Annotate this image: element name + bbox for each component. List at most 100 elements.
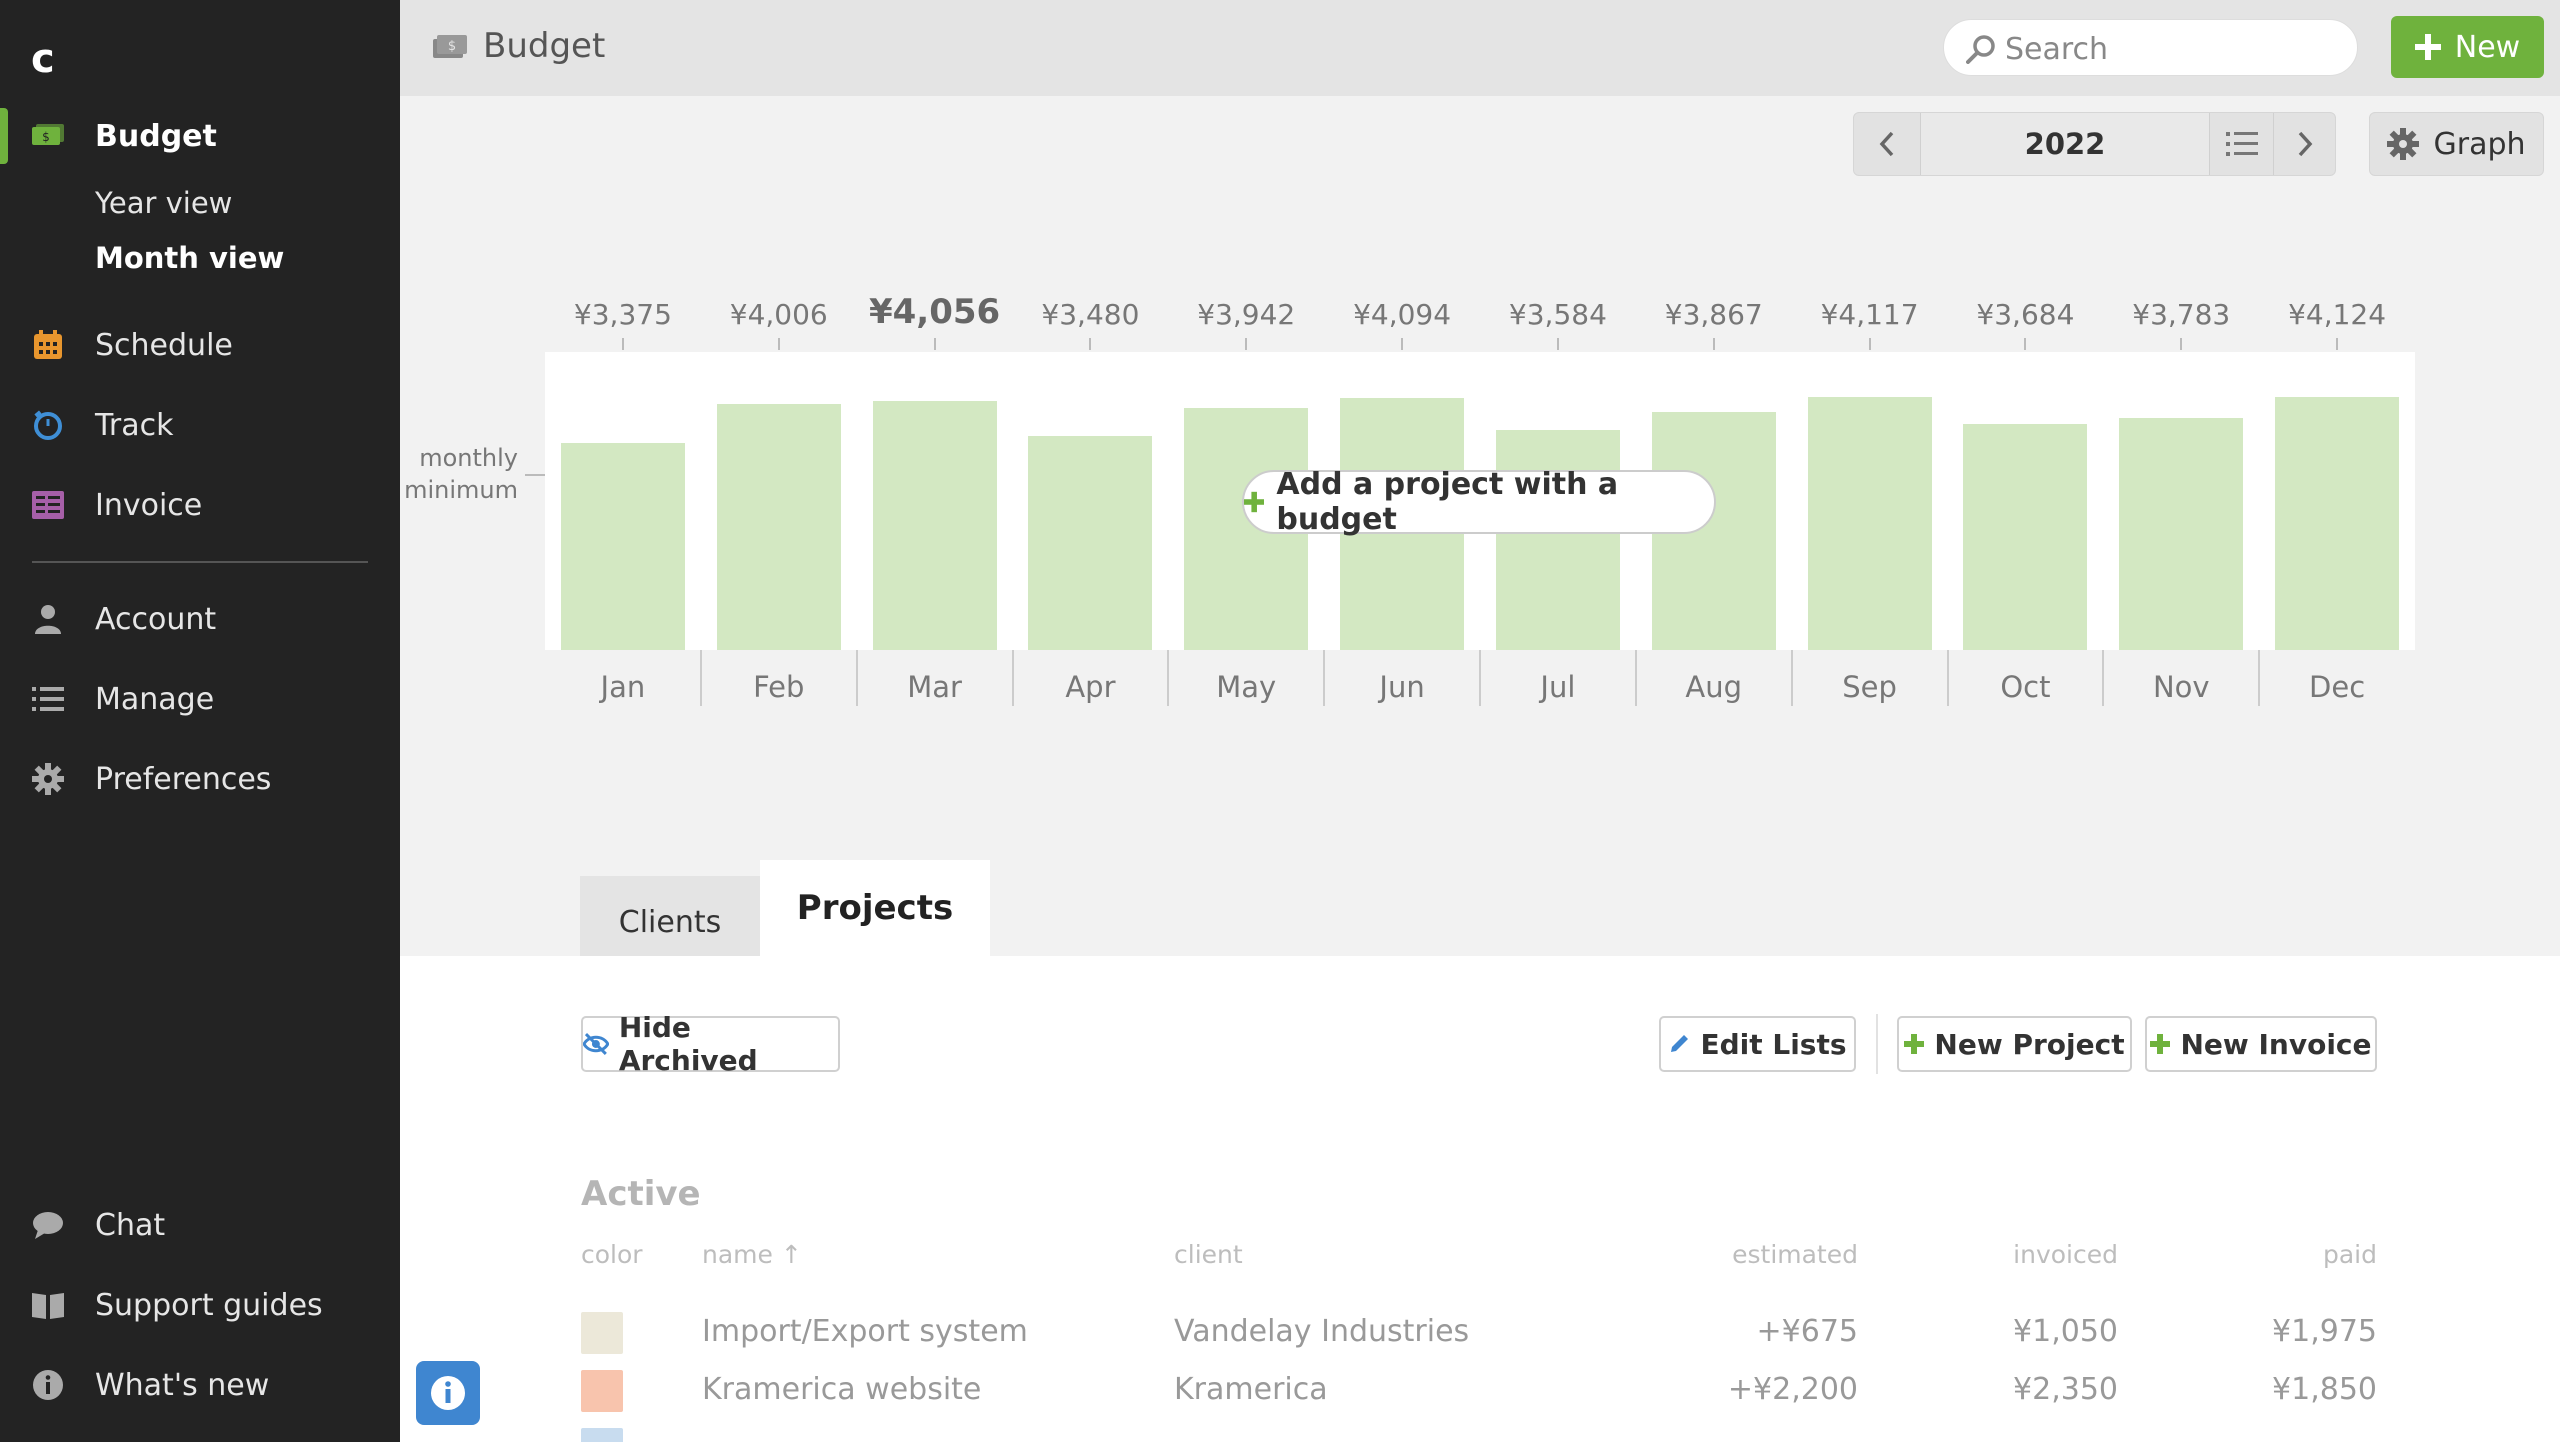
column-header-client[interactable]: client xyxy=(1174,1240,1243,1269)
sidebar-item-chat[interactable]: Chat xyxy=(0,1195,400,1255)
chart-bar[interactable] xyxy=(1028,436,1153,650)
projects-panel: Hide Archived Edit Lists New Project New… xyxy=(400,956,2560,1442)
month-separator xyxy=(855,650,858,706)
sidebar-item-month-view[interactable]: Month view xyxy=(95,241,285,275)
sidebar-item-manage[interactable]: Manage xyxy=(0,669,400,729)
list-view-button[interactable] xyxy=(2210,113,2274,175)
sidebar-label: Support guides xyxy=(95,1287,323,1323)
chart-bar[interactable] xyxy=(1963,423,2088,650)
sidebar-item-track[interactable]: Track xyxy=(0,395,400,455)
sidebar-label: Schedule xyxy=(95,327,233,363)
sidebar-item-budget[interactable]: $ Budget xyxy=(0,106,400,166)
table-row[interactable] xyxy=(400,1422,2560,1442)
new-invoice-button[interactable]: New Invoice xyxy=(2145,1016,2377,1072)
info-button[interactable] xyxy=(416,1361,480,1425)
sidebar-item-year-view[interactable]: Year view xyxy=(95,186,233,220)
monthly-minimum-marker xyxy=(525,474,545,476)
year-label[interactable]: 2022 xyxy=(1920,113,2210,175)
sidebar-label: Chat xyxy=(95,1207,166,1243)
tab-projects[interactable]: Projects xyxy=(760,860,990,956)
list-icon xyxy=(30,681,66,717)
project-name: Import/Export system xyxy=(702,1314,1028,1349)
value-tick xyxy=(1712,338,1715,350)
graph-settings-button[interactable]: Graph xyxy=(2369,112,2544,176)
sidebar-item-invoice[interactable]: Invoice xyxy=(0,475,400,535)
table-row[interactable]: Kramerica website Kramerica +¥2,200 ¥2,350 ¥… xyxy=(400,1364,2560,1420)
sidebar-label: Budget xyxy=(95,118,217,154)
value-tick xyxy=(1089,338,1092,350)
chart-bar[interactable] xyxy=(2275,396,2400,650)
value-tick xyxy=(2336,338,2339,350)
column-header-color: color xyxy=(581,1240,643,1269)
bar-value-label: ¥4,056 xyxy=(868,292,1001,332)
add-project-with-budget-button[interactable]: Add a project with a budget xyxy=(1242,467,1716,537)
month-separator xyxy=(1946,650,1949,706)
sidebar-divider xyxy=(32,561,368,563)
hide-archived-button[interactable]: Hide Archived xyxy=(581,1011,840,1077)
chart-bar[interactable] xyxy=(872,400,997,650)
bar-value-label: ¥3,584 xyxy=(1508,298,1607,331)
new-button[interactable]: New xyxy=(2391,16,2544,78)
column-header-invoiced[interactable]: invoiced xyxy=(2013,1240,2118,1269)
sidebar-item-support[interactable]: Support guides xyxy=(0,1275,400,1335)
sidebar-item-account[interactable]: Account xyxy=(0,589,400,649)
year-selector: 2022 xyxy=(1853,112,2336,176)
month-label: Aug xyxy=(1685,670,1743,704)
column-header-estimated[interactable]: estimated xyxy=(1732,1240,1858,1269)
user-icon xyxy=(30,601,66,637)
sidebar-item-preferences[interactable]: Preferences xyxy=(0,749,400,809)
project-paid: ¥1,975 xyxy=(2272,1314,2377,1349)
chart-bar[interactable] xyxy=(1807,397,1932,650)
plus-icon xyxy=(2414,34,2441,60)
money-icon: $ xyxy=(432,34,468,64)
chevron-left-icon xyxy=(1879,131,1894,157)
project-paid: ¥1,850 xyxy=(2272,1372,2377,1407)
sidebar-item-whats-new[interactable]: What's new xyxy=(0,1355,400,1415)
list-icon xyxy=(2225,132,2258,156)
table-row[interactable]: Import/Export system Vandelay Industries +… xyxy=(400,1306,2560,1362)
bar-value-label: ¥3,783 xyxy=(2132,298,2231,331)
month-label: Feb xyxy=(753,670,805,704)
app-logo[interactable]: c xyxy=(31,36,55,82)
month-separator xyxy=(1479,650,1481,706)
page-title: Budget xyxy=(483,26,606,66)
project-invoiced: ¥2,350 xyxy=(2013,1372,2118,1407)
sidebar-item-schedule[interactable]: Schedule xyxy=(0,315,400,375)
column-header-paid[interactable]: paid xyxy=(2322,1240,2377,1269)
monthly-minimum-label: monthly minimum xyxy=(404,444,518,504)
project-color-swatch xyxy=(581,1312,623,1354)
chat-bubble-icon xyxy=(30,1207,66,1243)
edit-lists-button[interactable]: Edit Lists xyxy=(1659,1016,1856,1072)
chart-bar[interactable] xyxy=(1495,429,1620,650)
project-invoiced: ¥1,050 xyxy=(2013,1314,2118,1349)
add-project-label: Add a project with a budget xyxy=(1276,467,1619,537)
search-input[interactable]: Search xyxy=(1943,19,2358,76)
next-year-button[interactable] xyxy=(2274,113,2336,175)
value-tick xyxy=(2024,338,2027,350)
bar-value-label: ¥3,684 xyxy=(1976,298,2075,331)
tab-clients[interactable]: Clients xyxy=(580,876,760,956)
project-color-swatch xyxy=(581,1428,623,1442)
stopwatch-icon xyxy=(30,407,66,443)
month-separator xyxy=(699,650,702,706)
gear-icon xyxy=(30,761,66,797)
chart-bar[interactable] xyxy=(560,442,685,650)
month-label: Jan xyxy=(600,670,646,704)
month-separator xyxy=(1790,650,1793,706)
svg-text:$: $ xyxy=(448,39,456,54)
previous-year-button[interactable] xyxy=(1854,113,1920,175)
chart-bar[interactable] xyxy=(2119,417,2244,650)
value-tick xyxy=(933,338,936,350)
new-project-button[interactable]: New Project xyxy=(1897,1016,2132,1072)
bar-value-label: ¥3,480 xyxy=(1041,298,1140,331)
column-header-name[interactable]: name ↑ xyxy=(702,1240,802,1269)
info-circle-icon xyxy=(30,1367,66,1403)
value-tick xyxy=(1245,338,1248,350)
new-button-label: New xyxy=(2454,29,2521,65)
chart-bar[interactable] xyxy=(716,403,841,650)
budget-chart: monthly minimum ¥3,375 Jan ¥4,006 Feb ¥4,056… xyxy=(400,260,2560,720)
value-tick xyxy=(777,338,780,350)
sidebar-label: Account xyxy=(95,601,217,637)
plus-icon xyxy=(1904,1034,1925,1054)
button-divider xyxy=(1876,1014,1878,1074)
